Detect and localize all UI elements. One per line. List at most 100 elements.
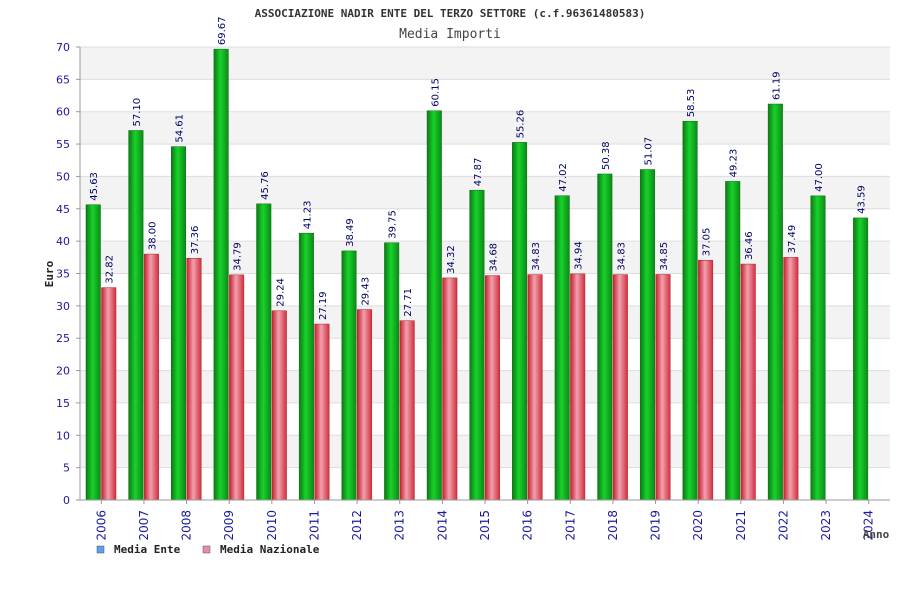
bar-value-label: 45.76: [260, 171, 271, 200]
y-tick-label: 5: [63, 462, 70, 475]
bar-value-label: 34.32: [446, 245, 457, 274]
x-tick-label: 2018: [606, 510, 620, 541]
x-tick-label: 2012: [350, 510, 364, 541]
bar-media-ente: [426, 110, 442, 501]
bar-media-ente: [128, 130, 144, 501]
y-tick-label: 65: [56, 73, 70, 86]
y-tick-label: 25: [56, 332, 70, 345]
x-tick-label: 2021: [734, 510, 748, 541]
y-tick-label: 55: [56, 138, 70, 151]
bar-media-ente: [469, 189, 485, 501]
bar-media-ente: [682, 120, 698, 501]
grid-band: [80, 47, 890, 80]
bar-media-ente: [767, 103, 783, 501]
bar-value-label: 34.79: [233, 242, 244, 271]
bar-value-label: 51.07: [643, 137, 654, 166]
bar-value-label: 55.26: [516, 110, 527, 139]
bar-media-ente: [725, 181, 741, 501]
bar-value-label: 37.36: [190, 226, 201, 255]
bar-media-nazionale: [399, 320, 415, 501]
x-tick-label: 2016: [521, 510, 535, 541]
bar-media-nazionale: [655, 274, 671, 501]
bar-value-label: 34.94: [574, 241, 585, 270]
y-tick-label: 50: [56, 170, 70, 183]
bar-media-nazionale: [186, 257, 202, 501]
x-tick-label: 2008: [180, 510, 194, 541]
bar-value-label: 45.63: [89, 172, 100, 201]
bar-value-label: 54.61: [175, 114, 186, 143]
bar-value-label: 34.68: [488, 243, 499, 272]
bar-media-nazionale: [143, 253, 159, 501]
bar-value-label: 27.19: [318, 291, 329, 320]
bar-media-ente: [597, 173, 613, 501]
y-axis-label: Euro: [43, 260, 56, 287]
bar-value-label: 60.15: [430, 78, 441, 107]
bar-value-label: 34.83: [616, 242, 627, 271]
bar-media-ente: [85, 204, 101, 501]
y-tick-label: 10: [56, 429, 70, 442]
bar-media-nazionale: [484, 275, 500, 501]
bar-media-ente: [256, 203, 272, 501]
legend-label-media-nazionale: Media Nazionale: [220, 543, 320, 556]
bar-value-label: 47.87: [473, 158, 484, 187]
x-tick-label: 2019: [649, 510, 663, 541]
x-tick-label: 2014: [435, 510, 449, 541]
bar-media-nazionale: [698, 259, 714, 501]
x-axis-label: Anno: [863, 528, 890, 541]
x-tick-label: 2015: [478, 510, 492, 541]
y-tick-label: 0: [63, 494, 70, 507]
bar-media-nazionale: [442, 277, 458, 501]
legend-label-media-ente: Media Ente: [114, 543, 181, 556]
bar-media-nazionale: [271, 310, 287, 501]
bar-value-label: 29.24: [275, 278, 286, 307]
bar-value-label: 69.67: [217, 16, 228, 45]
bar-media-ente: [810, 195, 826, 501]
bar-value-label: 29.43: [361, 277, 372, 306]
legend-swatch-media-nazionale: [202, 545, 211, 554]
y-tick-label: 45: [56, 203, 70, 216]
x-tick-label: 2010: [265, 510, 279, 541]
bar-value-label: 39.75: [388, 210, 399, 239]
bar-media-ente: [554, 195, 570, 501]
x-tick-label: 2013: [393, 510, 407, 541]
bar-media-nazionale: [314, 323, 330, 501]
bar-media-ente: [853, 217, 869, 501]
bar-media-nazionale: [357, 309, 373, 501]
chart-subtitle: Media Importi: [399, 27, 501, 42]
chart-title: ASSOCIAZIONE NADIR ENTE DEL TERZO SETTOR…: [255, 7, 646, 20]
bar-media-ente: [341, 250, 357, 501]
bar-value-label: 47.00: [814, 163, 825, 192]
bar-media-nazionale: [612, 274, 628, 501]
bar-value-label: 36.46: [744, 231, 755, 260]
bar-value-label: 43.59: [857, 185, 868, 214]
x-tick-label: 2011: [307, 510, 321, 541]
bar-media-nazionale: [101, 287, 117, 501]
bar-media-ente: [171, 146, 187, 501]
x-tick-label: 2017: [563, 510, 577, 541]
y-tick-label: 40: [56, 235, 70, 248]
x-tick-label: 2024: [862, 510, 876, 541]
bar-value-label: 34.85: [659, 242, 670, 271]
x-tick-label: 2020: [691, 510, 705, 541]
legend-swatch-media-ente: [96, 545, 105, 554]
x-tick-label: 2007: [137, 510, 151, 541]
bar-value-label: 37.49: [787, 225, 798, 254]
bar-value-label: 61.19: [771, 71, 782, 100]
y-tick-label: 70: [56, 41, 70, 54]
x-tick-label: 2023: [819, 510, 833, 541]
bar-value-label: 49.23: [729, 149, 740, 178]
y-tick-label: 15: [56, 397, 70, 410]
bar-media-ente: [512, 142, 528, 501]
bar-media-ente: [384, 242, 400, 501]
bar-media-ente: [213, 48, 229, 501]
bar-media-nazionale: [527, 274, 543, 501]
bar-media-nazionale: [740, 263, 756, 501]
x-tick-label: 2006: [94, 510, 108, 541]
y-tick-label: 30: [56, 300, 70, 313]
bar-media-nazionale: [783, 257, 799, 501]
bar-value-label: 32.82: [105, 255, 116, 284]
bar-value-label: 27.71: [403, 288, 414, 317]
bar-value-label: 47.02: [558, 163, 569, 192]
y-tick-label: 35: [56, 268, 70, 281]
